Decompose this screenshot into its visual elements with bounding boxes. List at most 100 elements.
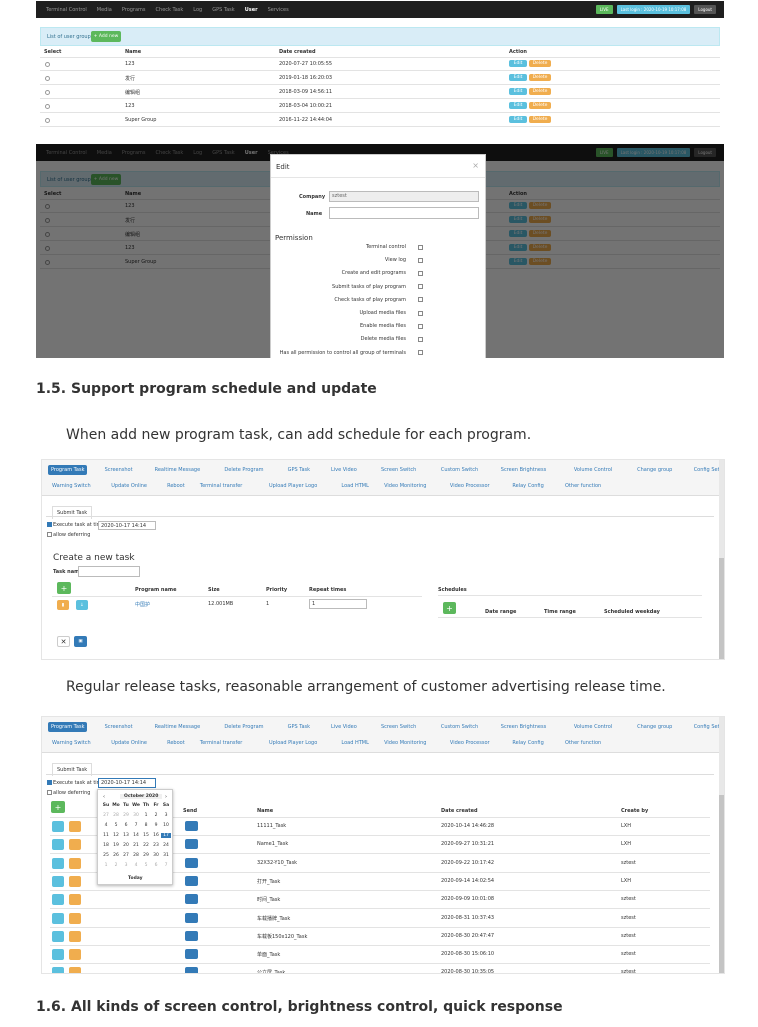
tab-11[interactable]: Config Setting [693, 724, 724, 730]
nav-item-3[interactable]: Check Task [155, 6, 184, 13]
group-edit-button[interactable]: Edit [509, 88, 527, 95]
task-view-button[interactable] [52, 912, 64, 924]
calendar-day[interactable]: 2 [154, 813, 158, 818]
tab-row2-0[interactable]: Warning Switch [52, 740, 91, 746]
calendar-day[interactable]: 25 [103, 853, 109, 858]
execute-time-input[interactable]: 2020-10-17 14:14 [98, 521, 156, 530]
task-view-button[interactable] [52, 875, 64, 887]
group-row-radio[interactable] [45, 76, 50, 81]
group-delete-button[interactable]: Delete [529, 102, 551, 109]
tab-row2-4[interactable]: Upload Player Logo [269, 740, 318, 746]
submit-task-subtab[interactable]: Submit Task [52, 506, 93, 519]
tab-6[interactable]: Screen Switch [381, 467, 417, 473]
calendar-day[interactable]: 4 [104, 823, 108, 828]
calendar-day[interactable]: 29 [143, 853, 149, 858]
permission-checkbox[interactable] [418, 350, 423, 356]
submit-task-subtab-2[interactable]: Submit Task [52, 763, 93, 776]
calendar-day[interactable]: 3 [164, 813, 168, 818]
tab-6[interactable]: Screen Switch [381, 724, 417, 730]
calendar-day[interactable]: 8 [144, 823, 148, 828]
task-send-button[interactable] [185, 912, 198, 923]
calendar-day[interactable]: 30 [153, 853, 159, 858]
task-delete-button[interactable] [69, 875, 81, 887]
tab-row2-7[interactable]: Video Processor [449, 740, 490, 746]
tab-10[interactable]: Change group [637, 724, 673, 730]
task-send-button[interactable] [185, 839, 198, 850]
group-delete-button[interactable]: Delete [529, 74, 551, 81]
scrollbar-2[interactable] [719, 717, 724, 973]
group-edit-button[interactable]: Edit [509, 60, 527, 67]
group-delete-button[interactable]: Delete [529, 88, 551, 95]
name-field[interactable] [329, 207, 479, 219]
tab-row2-6[interactable]: Video Monitoring [384, 740, 427, 746]
permission-checkbox[interactable] [418, 257, 423, 263]
repeat-times-input[interactable]: 1 [309, 599, 367, 609]
calendar-today-button[interactable]: Today [128, 876, 143, 881]
add-program-button[interactable]: + [57, 582, 71, 594]
nav-item-6[interactable]: User [244, 6, 258, 13]
calendar-day[interactable]: 15 [143, 833, 149, 838]
calendar-day[interactable]: 20 [123, 843, 129, 848]
permission-checkbox[interactable] [418, 270, 423, 276]
calendar-day[interactable]: 7 [164, 863, 168, 868]
tab-row2-9[interactable]: Other function [565, 740, 602, 746]
add-new-button[interactable]: + Add new [91, 31, 121, 42]
task-send-button[interactable] [185, 857, 198, 868]
defer-checkbox[interactable] [47, 532, 52, 537]
modal-close-icon[interactable]: × [472, 161, 479, 170]
task-view-button[interactable] [52, 857, 64, 869]
calendar-day[interactable]: 1 [144, 813, 148, 818]
tab-row2-5[interactable]: Load HTML [341, 740, 369, 746]
tab-11[interactable]: Config Setting [693, 467, 724, 473]
tab-0[interactable]: Program Task [48, 465, 88, 475]
task-name-input[interactable] [78, 566, 140, 577]
calendar-day[interactable]: 6 [124, 823, 128, 828]
tab-1[interactable]: Screenshot [104, 724, 133, 730]
scrollbar[interactable] [719, 460, 724, 659]
group-edit-button[interactable]: Edit [509, 102, 527, 109]
task-delete-button[interactable] [69, 857, 81, 869]
calendar-day[interactable]: 1 [104, 863, 108, 868]
group-row-radio[interactable] [45, 90, 50, 95]
tab-3[interactable]: Delete Program [224, 467, 264, 473]
task-delete-button[interactable] [69, 821, 81, 832]
tab-9[interactable]: Volume Control [573, 467, 613, 473]
tab-8[interactable]: Screen Brightness [500, 724, 547, 730]
tab-2[interactable]: Realtime Message [154, 724, 201, 730]
tab-row2-8[interactable]: Relay Config [512, 483, 544, 489]
calendar-day[interactable]: 27 [103, 813, 109, 818]
nav-item-7[interactable]: Services [267, 6, 289, 13]
permission-checkbox[interactable] [418, 284, 423, 290]
task-send-button[interactable] [185, 930, 198, 941]
calendar-day[interactable]: 9 [154, 823, 158, 828]
tab-2[interactable]: Realtime Message [154, 467, 201, 473]
task-view-button[interactable] [52, 967, 64, 973]
nav-item-2[interactable]: Programs [121, 6, 146, 13]
tab-5[interactable]: Live Video [331, 724, 357, 730]
tab-row2-7[interactable]: Video Processor [449, 483, 490, 489]
tab-row2-6[interactable]: Video Monitoring [384, 483, 427, 489]
calendar-day[interactable]: 12 [113, 833, 119, 838]
permission-checkbox[interactable] [418, 244, 423, 250]
calendar-day[interactable]: 2 [114, 863, 118, 868]
tab-10[interactable]: Change group [637, 467, 673, 473]
delete-program-row-button[interactable]: ▮ [57, 600, 69, 610]
calendar-day[interactable]: 18 [103, 843, 109, 848]
calendar-day[interactable]: 23 [153, 843, 159, 848]
defer-checkbox-2[interactable] [47, 790, 52, 795]
permission-checkbox[interactable] [418, 323, 423, 329]
nav-item-1[interactable]: Media [96, 6, 112, 13]
calendar-day[interactable]: 24 [163, 843, 169, 848]
tab-row2-0[interactable]: Warning Switch [52, 483, 91, 489]
save-button[interactable]: ▣ [74, 636, 87, 647]
calendar-day[interactable]: 4 [134, 863, 138, 868]
task-view-button[interactable] [52, 949, 64, 961]
task-view-button[interactable] [52, 894, 64, 906]
task-view-button[interactable] [52, 930, 64, 942]
calendar-month-title[interactable]: October 2020 [120, 794, 163, 799]
nav-item-4[interactable]: Log [193, 6, 203, 13]
scroll-thumb-2[interactable] [719, 795, 724, 973]
task-send-button[interactable] [185, 949, 198, 960]
group-delete-button[interactable]: Delete [529, 116, 551, 123]
task-send-button[interactable] [185, 875, 198, 886]
